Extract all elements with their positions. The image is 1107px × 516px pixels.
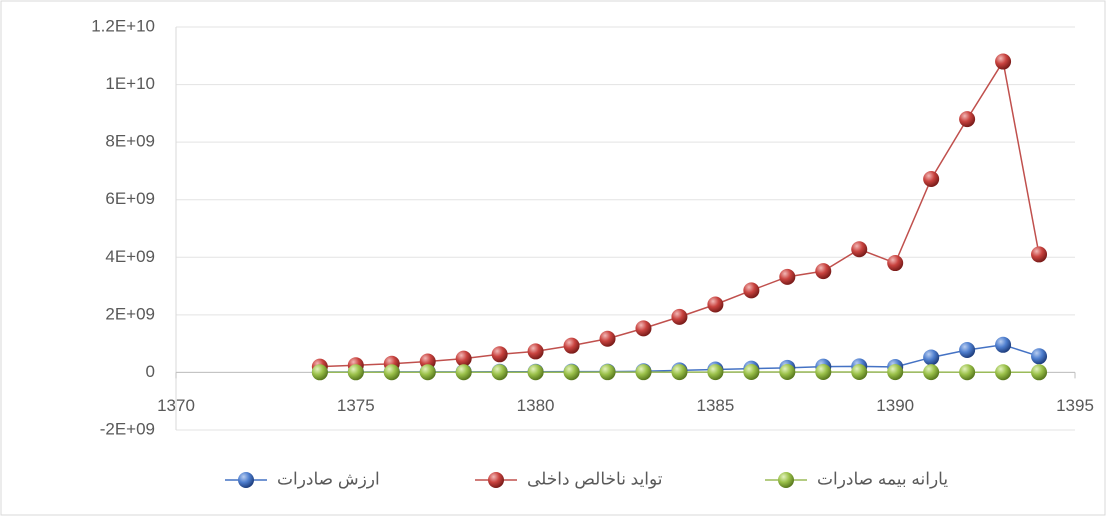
marker [959, 341, 976, 358]
marker [923, 364, 940, 381]
marker [923, 170, 940, 187]
marker [815, 263, 832, 280]
marker [779, 363, 796, 380]
marker [671, 364, 688, 381]
legend-marker [488, 472, 504, 488]
marker [887, 255, 904, 272]
marker [671, 308, 688, 325]
x-tick-label: 1370 [157, 396, 195, 415]
marker [455, 364, 472, 381]
marker [923, 349, 940, 366]
marker [959, 364, 976, 381]
marker [383, 364, 400, 381]
marker [635, 320, 652, 337]
marker [995, 336, 1012, 353]
legend-label: ارزش صادرات [277, 469, 380, 489]
marker [599, 364, 616, 381]
marker [995, 364, 1012, 381]
marker [707, 364, 724, 381]
marker [527, 343, 544, 360]
y-tick-label: -2E+09 [100, 419, 155, 438]
legend-marker [778, 472, 794, 488]
legend-label: تواید ناخالص داخلی [527, 469, 663, 489]
x-tick-label: 1375 [337, 396, 375, 415]
marker [1031, 364, 1048, 381]
marker [347, 364, 364, 381]
marker [851, 241, 868, 258]
x-tick-label: 1380 [517, 396, 555, 415]
marker [851, 363, 868, 380]
marker [707, 296, 724, 313]
y-tick-label: 4E+09 [105, 247, 155, 266]
marker [1031, 348, 1048, 365]
marker [815, 363, 832, 380]
marker [491, 364, 508, 381]
y-tick-label: 1E+10 [105, 74, 155, 93]
marker [599, 330, 616, 347]
marker [743, 282, 760, 299]
marker [995, 53, 1012, 70]
legend-marker [238, 472, 254, 488]
marker [635, 364, 652, 381]
y-tick-label: 2E+09 [105, 304, 155, 323]
marker [743, 364, 760, 381]
marker [419, 364, 436, 381]
marker [491, 346, 508, 363]
marker [563, 337, 580, 354]
y-tick-label: 6E+09 [105, 189, 155, 208]
marker [527, 364, 544, 381]
marker [959, 111, 976, 128]
legend-label: یارانه بیمه صادرات [817, 469, 948, 489]
marker [779, 268, 796, 285]
marker [311, 364, 328, 381]
y-tick-label: 0 [146, 362, 155, 381]
marker [563, 364, 580, 381]
marker [887, 364, 904, 381]
y-tick-label: 1.2E+10 [91, 16, 155, 35]
x-tick-label: 1385 [696, 396, 734, 415]
marker [455, 350, 472, 367]
marker [1031, 246, 1048, 263]
x-tick-label: 1395 [1056, 396, 1094, 415]
x-tick-label: 1390 [876, 396, 914, 415]
y-tick-label: 8E+09 [105, 132, 155, 151]
